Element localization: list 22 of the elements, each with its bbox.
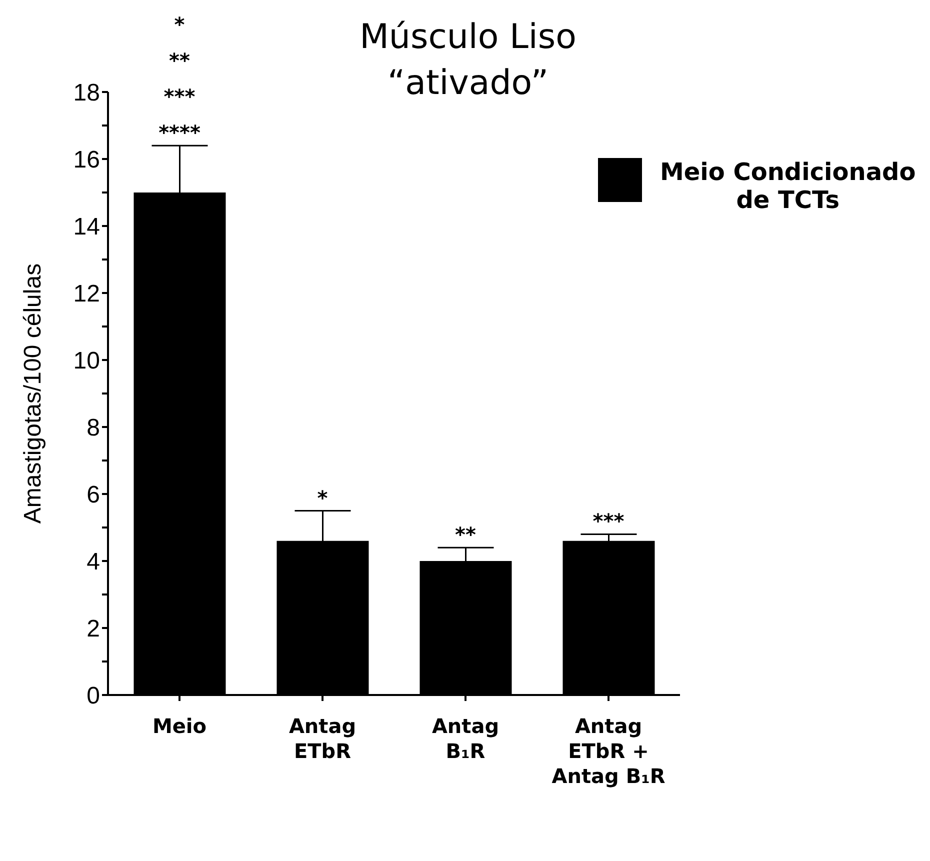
y-tick-label: 16 xyxy=(73,146,100,174)
legend-label: Meio Condicionado de TCTs xyxy=(660,158,916,214)
x-tick-label: Meio xyxy=(152,714,207,738)
x-tick-label: Antag ETbR xyxy=(288,714,356,763)
y-axis-title: Amastigotas/100 células xyxy=(19,263,46,524)
y-tick-label: 6 xyxy=(86,482,100,509)
text: **** xyxy=(158,120,200,145)
y-tick-label: 10 xyxy=(73,348,100,375)
y-tick-label: 12 xyxy=(73,280,100,308)
y-tick-label: 18 xyxy=(73,80,100,107)
y-tick-label: 0 xyxy=(86,682,100,710)
annotation: ** xyxy=(455,522,476,547)
y-tick-label: 2 xyxy=(86,616,100,643)
annotation: * xyxy=(317,486,328,510)
y-tick-label: 14 xyxy=(73,214,100,241)
x-tick-label: Antag B₁R xyxy=(432,714,500,763)
x-tick-label: Antag ETbR + Antag B₁R xyxy=(552,714,666,788)
y-tick-label: 4 xyxy=(86,548,100,576)
y-tick-label: 8 xyxy=(86,414,100,442)
chart-title: Músculo Liso “ativado” xyxy=(358,16,578,105)
annotation: * ** *** xyxy=(164,12,196,109)
annotation: *** xyxy=(592,509,625,534)
